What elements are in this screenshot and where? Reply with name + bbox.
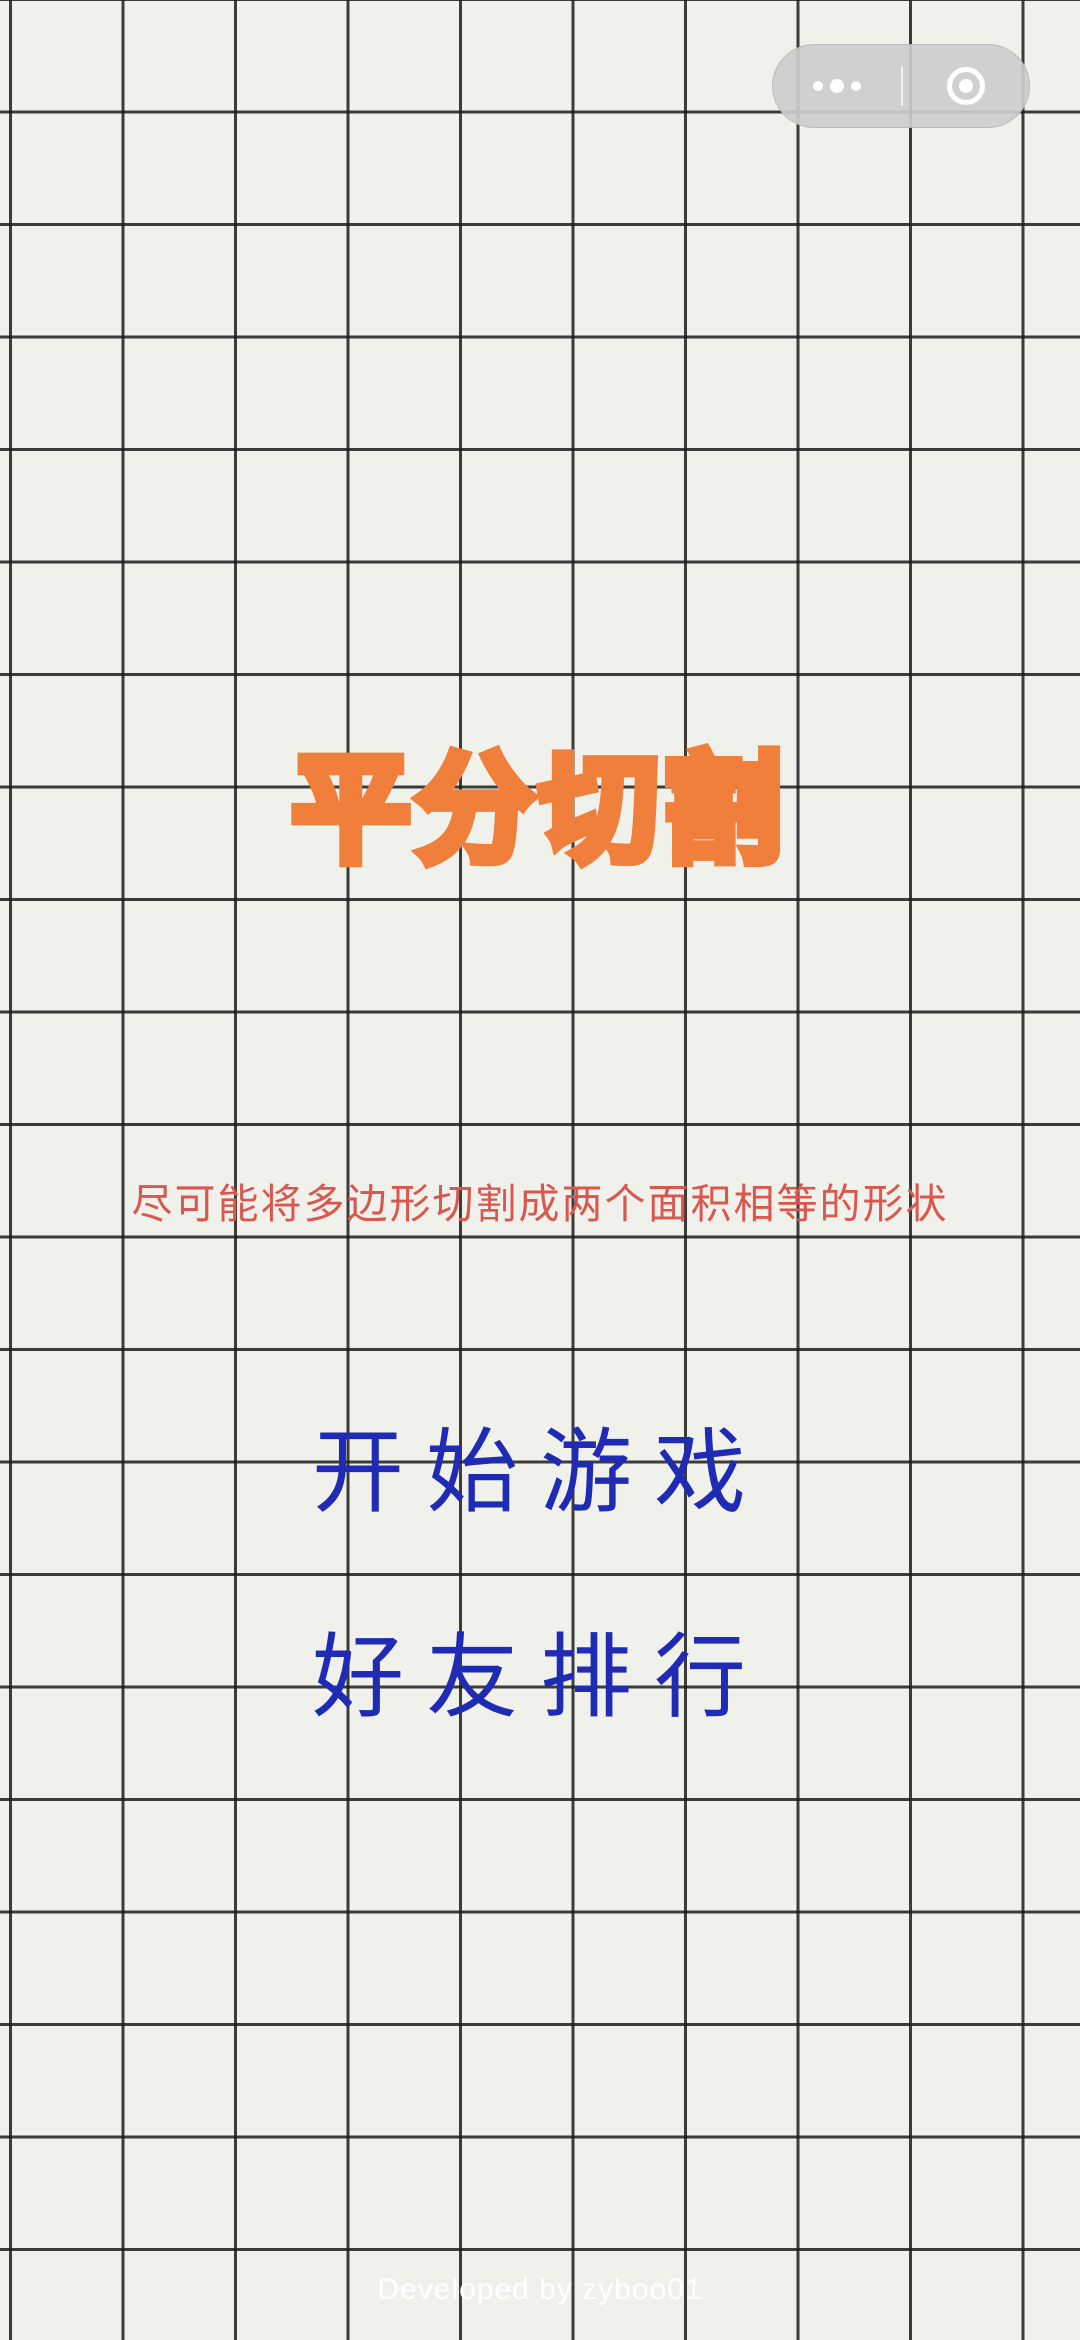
more-dot-center: [830, 79, 844, 93]
close-button[interactable]: [903, 45, 1029, 127]
capsule-divider: [901, 66, 903, 106]
more-button[interactable]: [773, 45, 901, 127]
more-dots-icon: [813, 81, 823, 91]
start-game-button[interactable]: 开始游戏: [311, 1419, 768, 1526]
developer-credit: Developed by zyboo01: [377, 2273, 703, 2306]
game-title: 平分切割: [287, 740, 788, 880]
wechat-capsule: [772, 44, 1030, 128]
close-circle-icon: [947, 67, 985, 105]
close-circle-core: [959, 79, 973, 93]
friend-ranking-button[interactable]: 好友排行: [311, 1624, 768, 1731]
game-subtitle: 尽可能将多边形切割成两个面积相等的形状: [131, 1180, 949, 1228]
more-dot-right: [851, 81, 861, 91]
